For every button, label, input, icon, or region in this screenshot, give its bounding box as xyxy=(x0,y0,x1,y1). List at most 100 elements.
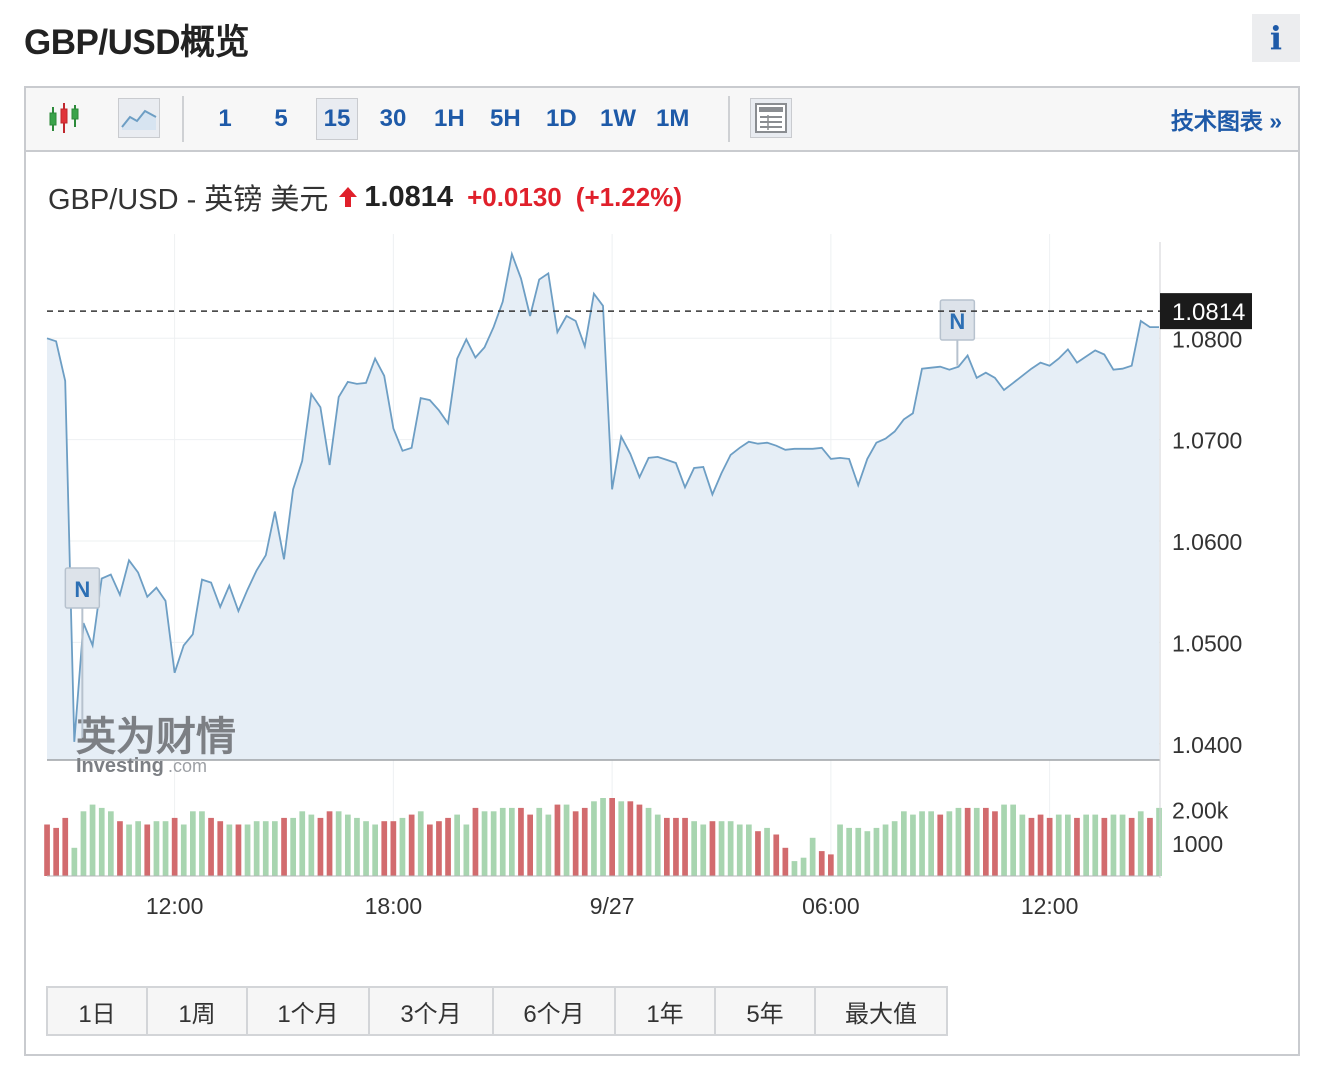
volume-bar xyxy=(226,824,233,876)
time-range-selector: 1日 1周 1个月 3个月 6个月 1年 5年 最大值 xyxy=(46,986,948,1036)
price-line xyxy=(46,250,1159,742)
volume-bar xyxy=(89,804,96,876)
interval-1m[interactable]: 1M xyxy=(656,105,690,132)
volume-bar xyxy=(891,821,898,876)
volume-bar xyxy=(235,824,242,876)
volume-bar xyxy=(700,824,707,876)
volume-bar xyxy=(481,811,488,876)
quote-header: GBP/USD - 英镑 美元 1.0814 +0.0130 (+1.22%) xyxy=(48,176,682,218)
volume-bar xyxy=(144,824,151,876)
volume-bar xyxy=(153,821,160,876)
volume-bar xyxy=(436,821,442,876)
watermark-cn: 英为财情 xyxy=(76,714,236,760)
x-tick-label: 18:00 xyxy=(365,893,423,919)
volume-bar xyxy=(554,804,561,876)
interval-5h[interactable]: 5H xyxy=(490,105,521,132)
volume-bar xyxy=(727,821,734,876)
interval-30min[interactable]: 30 xyxy=(379,105,407,132)
volume-bar xyxy=(217,821,224,876)
range-1d[interactable]: 1日 xyxy=(48,988,148,1034)
candlestick-chart-icon[interactable] xyxy=(44,98,86,138)
volume-bar xyxy=(1001,804,1007,876)
volume-bar xyxy=(1074,817,1080,876)
range-1y[interactable]: 1年 xyxy=(616,988,716,1034)
volume-bar xyxy=(581,807,588,876)
volume-bar xyxy=(472,807,479,876)
volume-bar xyxy=(135,821,141,876)
investing-watermark: 英为财情 Investing .com xyxy=(76,714,236,777)
volume-bar xyxy=(80,811,87,876)
volume-bar xyxy=(1028,817,1035,876)
last-price: 1.0814 xyxy=(364,180,454,213)
range-6mo[interactable]: 6个月 xyxy=(494,988,616,1034)
range-1w[interactable]: 1周 xyxy=(148,988,248,1034)
volume-bar xyxy=(937,814,944,876)
volume-bar xyxy=(1065,814,1071,876)
y-tick-label: 1.0600 xyxy=(1172,529,1242,555)
volume-bar xyxy=(98,807,105,876)
volume-bar xyxy=(1119,814,1126,876)
data-table-icon[interactable] xyxy=(750,98,792,138)
volume-bar xyxy=(190,811,196,876)
volume-bar xyxy=(427,824,433,876)
interval-1d[interactable]: 1D xyxy=(546,105,577,132)
interval-1h[interactable]: 1H xyxy=(434,105,465,132)
volume-bar xyxy=(53,827,59,876)
volume-bar xyxy=(108,811,114,876)
interval-15min[interactable]: 15 xyxy=(316,98,358,140)
volume-bar xyxy=(591,801,597,876)
x-tick-label: 06:00 xyxy=(802,893,860,919)
volume-bar xyxy=(627,801,634,876)
range-3mo[interactable]: 3个月 xyxy=(370,988,494,1034)
watermark-suffix: .com xyxy=(168,756,207,776)
y-tick-label: 1.0700 xyxy=(1172,428,1242,454)
volume-tick-label: 2.00k xyxy=(1172,798,1229,824)
page-title: GBP/USD概览 xyxy=(24,23,249,62)
info-button[interactable]: i xyxy=(1252,14,1300,62)
range-max[interactable]: 最大值 xyxy=(845,1000,917,1028)
volume-bar xyxy=(290,817,296,876)
volume-bar xyxy=(946,811,953,876)
volume-bar xyxy=(800,857,807,876)
interval-1min[interactable]: 1 xyxy=(218,105,232,132)
volume-bar xyxy=(162,821,169,876)
price-chart[interactable]: 1.04001.05001.06001.07001.08002.00k10001… xyxy=(26,88,1298,1054)
volume-bar xyxy=(527,814,533,876)
volume-bar xyxy=(973,807,980,876)
volume-bar xyxy=(1037,814,1044,876)
volume-bar xyxy=(654,814,661,876)
volume-bar xyxy=(62,817,69,876)
current-price-tag xyxy=(1160,293,1252,330)
range-1mo[interactable]: 1个月 xyxy=(248,988,370,1034)
volume-bar xyxy=(363,821,369,876)
volume-bar xyxy=(782,847,789,876)
volume-bar xyxy=(1137,811,1144,876)
volume-bar xyxy=(955,807,962,876)
y-tick-label: 1.0800 xyxy=(1172,326,1242,352)
volume-bar xyxy=(837,824,843,876)
volume-bar xyxy=(964,807,971,876)
news-marker-label[interactable]: N xyxy=(949,309,965,334)
volume-bar xyxy=(126,824,132,876)
x-tick-label: 12:00 xyxy=(1021,893,1079,919)
volume-bar xyxy=(317,817,324,876)
volume-bar xyxy=(281,817,287,876)
technical-chart-link[interactable]: 技术图表 » xyxy=(1170,108,1282,134)
news-marker-label[interactable]: N xyxy=(74,577,90,602)
volume-bar xyxy=(545,814,552,876)
watermark-en: Investing xyxy=(76,755,164,777)
volume-bar xyxy=(1083,814,1089,876)
interval-5min[interactable]: 5 xyxy=(274,105,288,132)
volume-bar xyxy=(664,817,670,876)
volume-bar xyxy=(244,824,251,876)
volume-bar xyxy=(928,811,934,876)
volume-bar xyxy=(563,804,570,876)
volume-bar xyxy=(509,807,515,876)
volume-bar xyxy=(518,807,524,876)
volume-bar xyxy=(499,807,506,876)
interval-1w[interactable]: 1W xyxy=(600,105,636,132)
volume-bar xyxy=(372,824,378,876)
area-chart-icon[interactable] xyxy=(118,98,160,138)
range-5y[interactable]: 5年 xyxy=(716,988,816,1034)
volume-bar xyxy=(117,821,123,876)
